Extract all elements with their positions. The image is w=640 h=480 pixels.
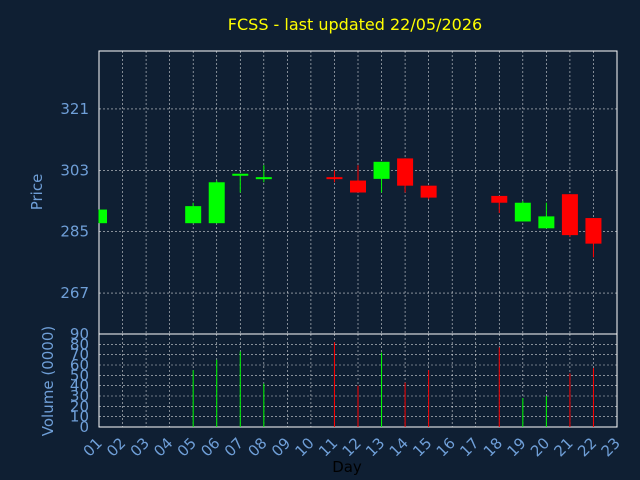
candle-body (326, 177, 343, 180)
x-tick-label: 09 (268, 434, 294, 460)
volume-tick-label: 40 (70, 377, 89, 395)
x-axis-label: Day (332, 458, 362, 476)
candle-body (585, 218, 602, 244)
x-tick-label: 03 (127, 434, 153, 460)
x-tick-label: 20 (527, 434, 553, 460)
candle-body (561, 194, 578, 236)
volume-tick-label: 50 (70, 366, 89, 384)
candle-body (420, 185, 437, 198)
candle-body (373, 161, 390, 179)
price-tick-label: 285 (60, 223, 89, 241)
candle-body (514, 202, 531, 222)
volume-tick-label: 20 (70, 397, 89, 415)
x-tick-label: 06 (197, 434, 223, 460)
candle-body (208, 182, 225, 224)
price-axis-label: Price (28, 174, 46, 211)
x-tick-label: 23 (598, 434, 624, 460)
x-tick-label: 08 (244, 434, 270, 460)
candle-body (232, 173, 249, 176)
price-tick-label: 321 (60, 100, 89, 118)
x-tick-label: 01 (80, 434, 106, 460)
x-tick-label: 17 (456, 434, 482, 460)
x-tick-label: 12 (339, 434, 365, 460)
x-tick-label: 05 (174, 434, 200, 460)
volume-axis-label: Volume (0000) (39, 326, 57, 436)
x-tick-label: 15 (409, 434, 435, 460)
x-tick-label: 11 (315, 434, 341, 460)
x-tick-label: 16 (433, 434, 459, 460)
x-tick-label: 13 (362, 434, 388, 460)
x-tick-label: 19 (503, 434, 529, 460)
x-axis: 0102030405060708091011121314151617181920… (80, 434, 624, 460)
price-panel: 267 285 303 321 (60, 50, 618, 335)
volume-tick-label: 30 (70, 387, 89, 405)
x-tick-label: 10 (292, 434, 318, 460)
x-tick-label: 07 (221, 434, 247, 460)
x-tick-label: 14 (386, 434, 412, 460)
x-tick-label: 21 (551, 434, 577, 460)
x-tick-label: 02 (103, 434, 129, 460)
candle-body (99, 209, 107, 224)
x-tick-label: 04 (150, 434, 176, 460)
volume-tick-label: 70 (70, 346, 89, 364)
candle-body (185, 206, 202, 224)
price-tick-label: 303 (60, 161, 89, 179)
volume-tick-label: 10 (70, 408, 89, 426)
volume-tick-label: 80 (70, 335, 89, 353)
candle-body (538, 216, 555, 229)
candle-body (255, 177, 272, 180)
chart-title: FCSS - last updated 22/05/2026 (228, 15, 482, 34)
volume-tick-label: 0 (79, 418, 89, 436)
candle-body (350, 180, 366, 193)
volume-tick-label: 60 (70, 356, 89, 374)
price-tick-label: 267 (60, 284, 89, 302)
x-tick-label: 18 (480, 434, 506, 460)
candle-body (491, 195, 508, 203)
candle-body (397, 158, 414, 186)
x-tick-label: 22 (574, 434, 600, 460)
volume-tick-label: 90 (70, 325, 89, 343)
